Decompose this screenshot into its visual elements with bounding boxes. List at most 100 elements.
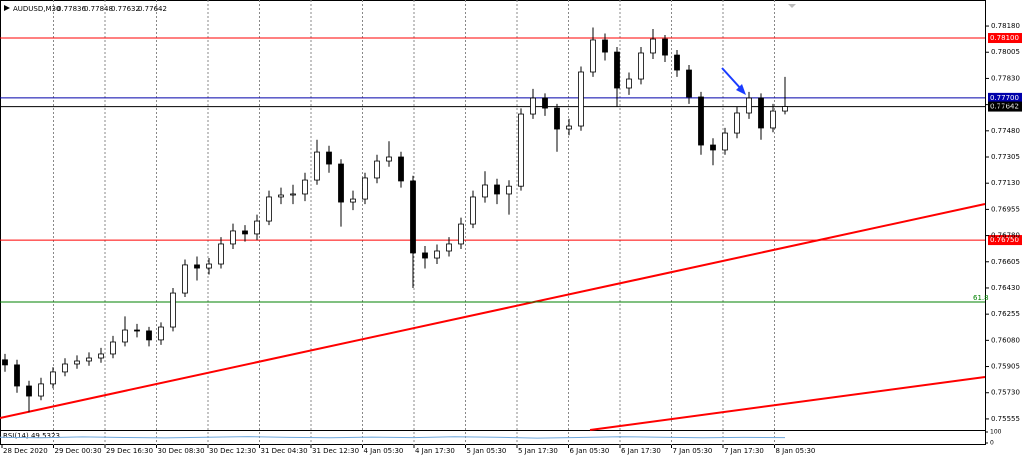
- level-label: 0.77700: [990, 94, 1019, 102]
- x-tick-label: 7 Jan 17:30: [724, 447, 764, 455]
- y-tick-label: 0.75555: [991, 415, 1020, 423]
- level-label-box: [988, 235, 1022, 246]
- candle-body: [734, 112, 740, 134]
- candle-body: [314, 151, 320, 181]
- candle-body: [386, 156, 392, 162]
- header: AUDUSD,M30 0.77836 0.77848 0.77632 0.776…: [4, 5, 167, 13]
- candle-body: [374, 160, 380, 179]
- level-label-box: [988, 33, 1022, 44]
- trend-line: [589, 376, 986, 431]
- y-tick-label: 0.76255: [991, 310, 1020, 318]
- candle-body: [758, 97, 764, 129]
- rsi-line: [0, 436, 786, 439]
- candle-body: [74, 360, 80, 365]
- candle-body: [530, 97, 536, 115]
- x-tick-label: 6 Jan 17:30: [621, 447, 661, 455]
- candle-body: [338, 163, 344, 203]
- x-tick-label: 6 Jan 05:30: [570, 447, 610, 455]
- candle-body: [38, 383, 44, 397]
- candle-body: [62, 363, 68, 373]
- candle-body: [434, 250, 440, 259]
- level-label: 0.77642: [990, 103, 1019, 111]
- candle-body: [458, 223, 464, 245]
- arrow-head: [736, 84, 746, 95]
- candle-body: [254, 220, 260, 235]
- candle-body: [362, 177, 368, 200]
- header-close: 0.77642: [138, 5, 167, 13]
- candle-body: [674, 54, 680, 71]
- y-tick-label: 0.76430: [991, 284, 1020, 292]
- candle-body: [590, 39, 596, 73]
- candle-body: [26, 385, 32, 397]
- rsi-tick-label: 0: [990, 440, 994, 447]
- candle-body: [482, 184, 488, 198]
- candle-body: [602, 39, 608, 53]
- candle-body: [746, 97, 752, 114]
- candle-body: [278, 194, 284, 198]
- candle-body: [542, 97, 548, 109]
- candle-body: [770, 110, 776, 129]
- y-tick-label: 0.76080: [991, 336, 1020, 344]
- candle-body: [2, 359, 8, 366]
- x-tick-label: 29 Dec 00:30: [55, 447, 102, 455]
- y-tick-label: 0.75905: [991, 363, 1020, 371]
- candle-body: [158, 326, 164, 341]
- candle-body: [14, 364, 20, 387]
- candle-body: [326, 151, 332, 165]
- level-label: 0.78100: [990, 34, 1019, 42]
- candle-body: [110, 341, 116, 355]
- candle-body: [518, 113, 524, 187]
- x-tick-label: 31 Dec 04:30: [261, 447, 308, 455]
- axis: 0.78180 0.78005 0.77830 0.77655 0.77480 0.773…: [1, 22, 1020, 455]
- y-tick-label: 0.77480: [991, 127, 1020, 135]
- candle-body: [122, 329, 128, 343]
- x-tick-label: 4 Jan 17:30: [415, 447, 455, 455]
- candle-body: [134, 329, 140, 332]
- candle-body: [206, 263, 212, 269]
- candle-body: [506, 185, 512, 195]
- candle-body: [566, 125, 572, 130]
- level-label-box: [988, 92, 1022, 103]
- header-low: 0.77632: [111, 5, 140, 13]
- candle-body: [266, 196, 272, 222]
- candle-body: [86, 357, 92, 362]
- candle-body: [146, 330, 152, 341]
- x-tick-label: 5 Jan 05:30: [467, 447, 507, 455]
- x-tick-label: 5 Jan 17:30: [518, 447, 558, 455]
- candle-body: [638, 52, 644, 80]
- y-tick-label: 0.76605: [991, 258, 1020, 266]
- x-tick-label: 30 Dec 08:30: [158, 447, 205, 455]
- candle-body: [350, 198, 356, 203]
- candle-body: [230, 230, 236, 245]
- candle-body: [710, 144, 716, 151]
- candle-body: [470, 196, 476, 225]
- candle-body: [194, 264, 200, 269]
- x-tick-label: 7 Jan 05:30: [673, 447, 713, 455]
- y-tick-label: 0.77305: [991, 153, 1020, 161]
- candle-body: [662, 38, 668, 56]
- shift-marker: [788, 4, 796, 8]
- candle-body: [782, 106, 788, 112]
- candle-body: [446, 243, 452, 252]
- y-tick-label: 0.78005: [991, 48, 1020, 56]
- candle-body: [722, 132, 728, 151]
- x-tick-label: 30 Dec 12:30: [209, 447, 256, 455]
- candle-body: [98, 353, 104, 359]
- candle-body: [290, 193, 296, 196]
- rsi-tick-label: 100: [990, 429, 1002, 436]
- rsi-label: RSI(14) 49.5323: [3, 432, 60, 440]
- header-icon: [4, 5, 10, 11]
- candle-body: [242, 230, 248, 235]
- candle-body: [182, 264, 188, 294]
- candle-body: [698, 96, 704, 146]
- candle-body: [50, 371, 56, 385]
- symbol: AUDUSD,M30: [13, 5, 60, 13]
- candle-body: [578, 71, 584, 127]
- candle-body: [422, 252, 428, 259]
- x-tick-label: 31 Dec 12:30: [312, 447, 359, 455]
- candle-body: [650, 38, 656, 54]
- candle-body: [686, 69, 692, 98]
- candles: [2, 27, 788, 413]
- candle-body: [218, 243, 224, 265]
